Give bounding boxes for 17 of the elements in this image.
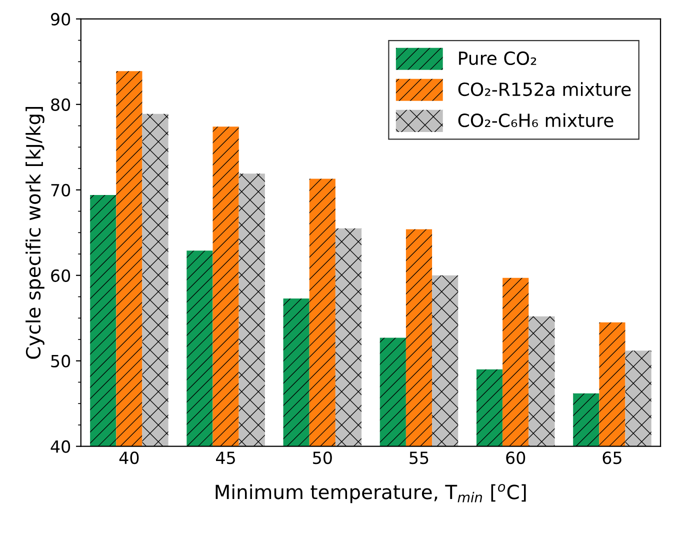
y-tick-label: 50 [51,354,70,368]
y-tick-label: 90 [51,12,70,26]
y-tick-label: 70 [51,184,70,196]
legend-label: CO₂-R152a mixture [458,82,631,96]
x-tick-label: 60 [506,451,526,464]
y-tick-label: 80 [51,98,70,111]
y-axis-title: Cycle specific work [kJ/kg] [26,107,44,359]
x-tick-label: 55 [410,452,428,464]
legend-label: CO₂-C₆H₆ mixture [458,113,614,128]
legend-label: Pure CO₂ [459,51,536,66]
x-tick-label: 50 [313,451,332,464]
x-axis-title: Minimum temperature, T$_{min}$ [$^{o}$C] [216,484,526,504]
y-tick-label: 40 [50,440,70,453]
x-tick-label: 65 [602,451,622,464]
x-tick-label: 45 [216,452,235,464]
x-tick-label: 40 [119,451,139,464]
y-tick-label: 60 [51,269,70,282]
